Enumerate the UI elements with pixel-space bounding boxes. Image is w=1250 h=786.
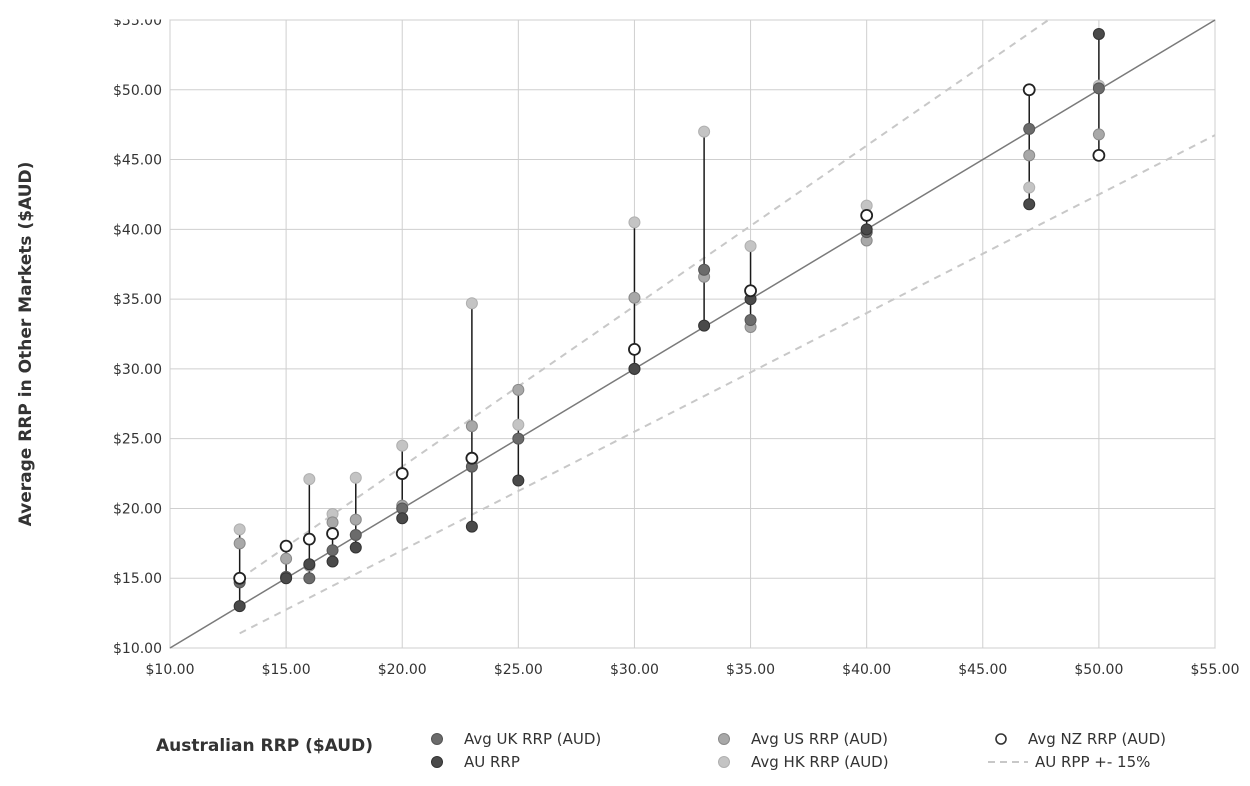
point-uk (1023, 122, 1036, 135)
point-hk (512, 418, 525, 431)
x-tick-label: $25.00 (494, 662, 543, 678)
y-tick-label: $35.00 (113, 292, 162, 308)
point-nz (279, 539, 293, 553)
x-tick-label: $20.00 (378, 662, 427, 678)
point-hk (1023, 181, 1036, 194)
legend-item-us: Avg US RRP (AUD) (717, 730, 888, 748)
point-au (396, 512, 409, 525)
point-nz (1022, 83, 1036, 97)
legend-item-band: AU RPP +- 15% (987, 753, 1150, 771)
point-au (280, 572, 293, 585)
point-uk (326, 544, 339, 557)
y-tick-label: $25.00 (113, 432, 162, 448)
x-tick-label: $55.00 (1191, 662, 1240, 678)
point-us (628, 291, 641, 304)
point-au (303, 558, 316, 571)
point-nz (1092, 148, 1106, 162)
y-axis-label: Average RRP in Other Markets ($AUD) (16, 161, 36, 527)
legend-marker-uk (430, 732, 444, 746)
legend-label-hk: Avg HK RRP (AUD) (751, 753, 889, 771)
point-nz (233, 571, 247, 585)
y-tick-label: $15.00 (113, 571, 162, 587)
point-us (1023, 149, 1036, 162)
band-line (239, 134, 1216, 635)
point-nz (744, 284, 757, 298)
x-tick-label: $50.00 (1074, 662, 1123, 678)
x-tick-label: $15.00 (262, 662, 311, 678)
point-hk (303, 473, 316, 486)
y-tick-label: $20.00 (113, 501, 162, 517)
point-uk (349, 528, 362, 541)
point-uk (744, 314, 757, 327)
y-tick-label: $50.00 (113, 83, 162, 99)
point-hk (465, 297, 478, 310)
point-hk (628, 216, 641, 229)
legend-item-hk: Avg HK RRP (AUD) (717, 753, 889, 771)
point-au (1023, 198, 1036, 211)
x-tick-label: $45.00 (958, 662, 1007, 678)
y-tick-label: $45.00 (113, 153, 162, 169)
point-uk (1092, 82, 1105, 95)
point-nz (465, 451, 479, 465)
legend-label-uk: Avg UK RRP (AUD) (464, 730, 602, 748)
legend-marker-nz (994, 732, 1008, 746)
legend-item-nz: Avg NZ RRP (AUD) (994, 730, 1166, 748)
x-tick-label: $30.00 (610, 662, 659, 678)
legend-marker-us (717, 732, 731, 746)
point-hk (396, 439, 409, 452)
legend-label-au: AU RRP (464, 753, 520, 771)
legend-label-us: Avg US RRP (AUD) (751, 730, 888, 748)
point-au (349, 541, 362, 554)
point-uk (512, 432, 525, 445)
point-au (860, 223, 873, 236)
y-tick-label: $30.00 (113, 362, 162, 378)
reference-line (169, 19, 1216, 649)
y-tick-label: $10.00 (113, 641, 162, 657)
legend-label-band: AU RPP +- 15% (1035, 753, 1151, 771)
point-us (349, 513, 362, 526)
point-au (1092, 27, 1105, 40)
legend: Avg UK RRP (AUD) Avg US RRP (AUD) Avg NZ… (430, 730, 1240, 780)
point-us (326, 516, 339, 529)
point-nz (326, 527, 339, 540)
x-tick-label: $35.00 (726, 662, 775, 678)
point-hk (698, 125, 711, 138)
point-au (512, 474, 525, 487)
point-nz (860, 208, 874, 222)
point-us (465, 420, 478, 433)
point-au (233, 600, 246, 613)
x-tick-label: $10.00 (146, 662, 195, 678)
point-nz (628, 342, 641, 356)
x-axis-label: Australian RRP ($AUD) (156, 736, 373, 756)
point-hk (744, 240, 757, 253)
legend-marker-au (430, 755, 444, 769)
point-us (1092, 128, 1105, 141)
point-uk (303, 572, 316, 585)
point-hk (233, 523, 246, 536)
legend-item-au: AU RRP (430, 753, 520, 771)
point-us (233, 537, 246, 550)
point-uk (698, 263, 711, 276)
point-nz (302, 532, 316, 546)
y-tick-label: $40.00 (113, 222, 162, 238)
legend-marker-band (987, 755, 1029, 769)
point-hk (349, 471, 362, 484)
point-au (698, 319, 711, 332)
point-au (326, 555, 339, 568)
legend-marker-hk (717, 755, 731, 769)
x-tick-label: $40.00 (842, 662, 891, 678)
top-mask (0, 0, 1250, 20)
legend-label-nz: Avg NZ RRP (AUD) (1028, 730, 1166, 748)
point-us (280, 552, 293, 565)
legend-item-uk: Avg UK RRP (AUD) (430, 730, 601, 748)
point-nz (395, 467, 409, 480)
point-au (628, 362, 641, 375)
point-au (465, 520, 478, 533)
point-us (512, 383, 525, 396)
